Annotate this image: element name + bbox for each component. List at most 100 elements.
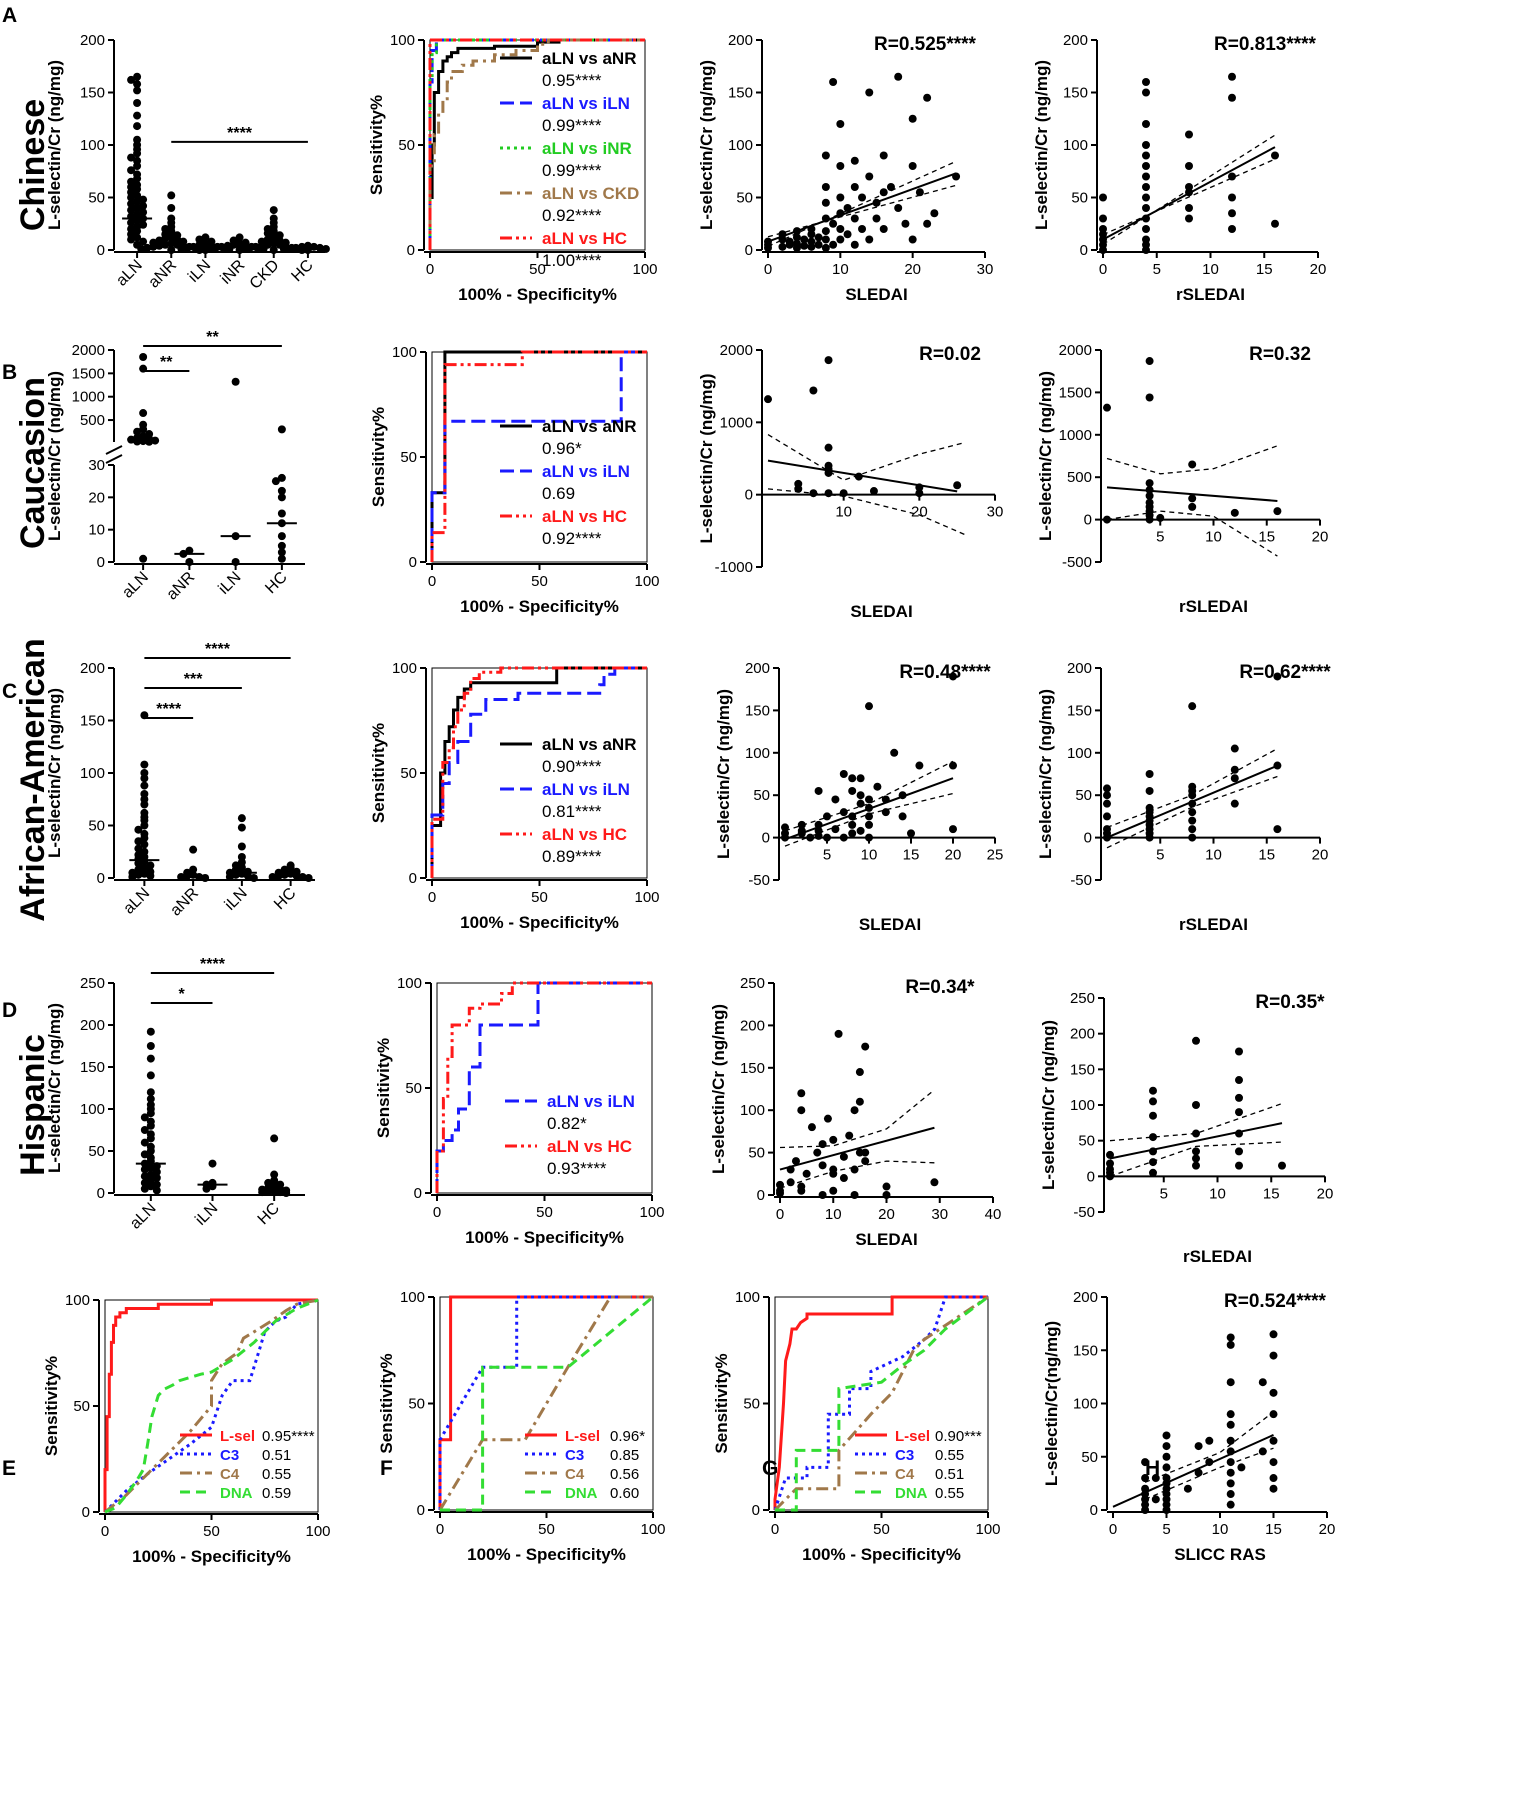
data-point (814, 240, 823, 249)
y-axis-label: Sensitivity% (369, 407, 388, 507)
y-tick-label: 150 (80, 1059, 105, 1076)
data-point (185, 546, 194, 555)
legend-label: C3 (895, 1447, 914, 1464)
x-tick-label: 25 (987, 847, 1004, 864)
data-point (791, 1157, 800, 1166)
significance-label: ** (160, 354, 173, 371)
significance-label: *** (184, 671, 203, 688)
x-tick-label: 15 (1263, 1185, 1280, 1202)
data-point (269, 233, 278, 242)
significance-label: **** (227, 125, 253, 142)
data-point (140, 800, 149, 809)
legend-label: aLN vs iLN (542, 780, 630, 799)
x-tick-label: 30 (977, 261, 994, 278)
data-point (836, 193, 845, 202)
data-point (865, 88, 874, 97)
data-point (839, 808, 848, 817)
data-point (873, 782, 882, 791)
data-point (831, 825, 840, 834)
data-point (146, 1163, 155, 1172)
data-point (1188, 702, 1197, 711)
y-tick-label: 50 (88, 818, 105, 835)
legend-label: aLN vs iNR (542, 139, 632, 158)
y-tick-label: 50 (88, 190, 105, 207)
data-point (133, 191, 142, 200)
x-tick-label: 100 (305, 1523, 330, 1540)
data-point (1103, 791, 1111, 800)
x-tick-label: 5 (823, 847, 831, 864)
data-point (930, 1178, 939, 1187)
data-point (848, 774, 857, 783)
legend-auc: 0.60 (610, 1485, 639, 1502)
panel-letter-e: E (2, 1457, 16, 1480)
data-point (127, 218, 136, 227)
legend-label: DNA (895, 1485, 928, 1502)
data-point (865, 803, 873, 812)
data-point (146, 1176, 155, 1185)
data-point (865, 820, 873, 829)
data-point (270, 1176, 279, 1185)
data-point (1269, 1436, 1278, 1445)
x-tick-label: 15 (1265, 1521, 1282, 1538)
data-point (856, 826, 865, 835)
chart-h: 0 50 100 150 200 L-selectin/Cr(ng/mg) 0 5 10 15 20… (1042, 1289, 1335, 1564)
data-point (797, 1186, 806, 1195)
y-tick-label: 50 (736, 190, 753, 207)
x-tick-label: 100 (634, 573, 659, 590)
data-point (829, 219, 838, 228)
data-point (237, 842, 246, 851)
data-point (270, 1170, 279, 1179)
data-point (146, 1109, 155, 1118)
data-point (1145, 491, 1154, 500)
data-point (1228, 172, 1236, 181)
legend-auc: 0.92**** (542, 206, 602, 225)
data-point (140, 821, 149, 830)
legend-auc: 0.96* (610, 1428, 645, 1445)
data-point (277, 532, 286, 541)
data-point (1269, 1484, 1278, 1493)
panel-letter-f: F (380, 1457, 393, 1480)
data-point (1269, 1410, 1278, 1419)
data-point (237, 814, 246, 823)
data-point (152, 1173, 161, 1182)
data-point (1235, 1093, 1243, 1102)
y-tick-label: 0 (409, 554, 417, 571)
data-point (778, 242, 787, 251)
data-point (1205, 1436, 1214, 1445)
x-tick-label: 5 (1156, 847, 1164, 864)
data-point (839, 1174, 848, 1183)
data-point (1185, 130, 1193, 139)
data-point (865, 235, 874, 244)
x-axis-label: SLEDAI (855, 1230, 917, 1249)
data-point (161, 234, 170, 243)
y-tick-label: 250 (80, 975, 105, 992)
data-point (304, 874, 313, 882)
x-axis-label: rSLEDAI (1176, 285, 1245, 304)
y-tick-label: 200 (80, 32, 105, 49)
chart-a2: 0 50 100 Sensitivity% 0 50 100 100% - Specifici… (367, 32, 658, 304)
data-point (140, 834, 149, 843)
legend-label: L-sel (565, 1428, 600, 1445)
data-point (211, 243, 220, 252)
data-point (802, 1169, 811, 1178)
x-tick-label: 0 (426, 261, 434, 278)
roc-curve-c3 (103, 1298, 319, 1514)
data-point (829, 78, 838, 86)
data-point (146, 1042, 155, 1050)
x-tick-label: 0 (1099, 261, 1107, 278)
data-point (1226, 1378, 1235, 1387)
data-point (1106, 1165, 1114, 1174)
data-point (249, 874, 258, 882)
data-point (781, 829, 789, 838)
data-point (865, 812, 873, 821)
data-point (814, 820, 823, 829)
data-point (139, 237, 148, 246)
legend-auc: 0.99**** (542, 161, 602, 180)
y-tick-label: 10 (88, 522, 105, 539)
y-tick-label: 100 (80, 1101, 105, 1118)
data-point (778, 230, 787, 239)
legend-label: aLN vs aNR (542, 735, 636, 754)
data-point (1162, 1431, 1171, 1440)
x-tick-label: 50 (529, 261, 546, 278)
